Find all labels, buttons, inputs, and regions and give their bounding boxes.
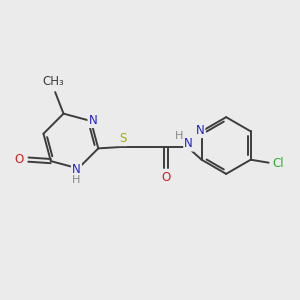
Text: N: N	[72, 163, 81, 176]
Text: N: N	[195, 124, 204, 137]
Text: O: O	[162, 171, 171, 184]
Text: CH₃: CH₃	[42, 76, 64, 88]
Text: N: N	[88, 114, 98, 127]
Text: O: O	[15, 153, 24, 166]
Text: H: H	[175, 130, 183, 140]
Text: N: N	[184, 137, 193, 150]
Text: H: H	[72, 176, 81, 185]
Text: S: S	[119, 132, 126, 145]
Text: Cl: Cl	[273, 157, 284, 170]
